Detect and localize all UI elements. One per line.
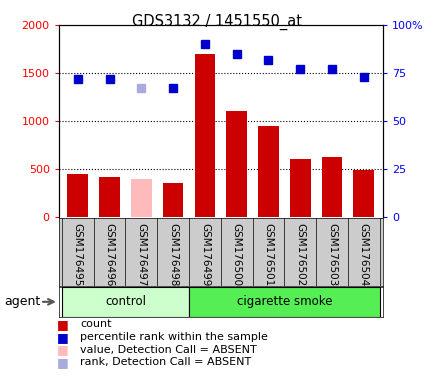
Text: cigarette smoke: cigarette smoke bbox=[236, 295, 331, 308]
Text: rank, Detection Call = ABSENT: rank, Detection Call = ABSENT bbox=[80, 358, 251, 367]
Bar bbox=[226, 111, 247, 217]
Text: ■: ■ bbox=[56, 356, 68, 369]
Bar bbox=[67, 174, 88, 217]
Bar bbox=[99, 177, 120, 217]
Bar bbox=[289, 159, 310, 217]
Text: control: control bbox=[105, 295, 146, 308]
Text: count: count bbox=[80, 319, 112, 329]
Text: GSM176504: GSM176504 bbox=[358, 223, 368, 286]
Text: GSM176500: GSM176500 bbox=[231, 223, 241, 286]
Text: GSM176502: GSM176502 bbox=[295, 223, 305, 286]
Bar bbox=[257, 126, 278, 217]
Text: value, Detection Call = ABSENT: value, Detection Call = ABSENT bbox=[80, 345, 256, 355]
Text: ■: ■ bbox=[56, 343, 68, 356]
Bar bbox=[162, 184, 183, 217]
Text: GSM176501: GSM176501 bbox=[263, 223, 273, 286]
Bar bbox=[62, 287, 188, 317]
Text: ■: ■ bbox=[56, 318, 68, 331]
Text: percentile rank within the sample: percentile rank within the sample bbox=[80, 332, 268, 342]
Bar bbox=[188, 287, 379, 317]
Text: GSM176499: GSM176499 bbox=[199, 223, 209, 286]
Bar bbox=[321, 157, 342, 217]
Text: GSM176503: GSM176503 bbox=[326, 223, 336, 286]
Text: GSM176498: GSM176498 bbox=[168, 223, 178, 286]
Bar bbox=[352, 170, 373, 217]
Bar bbox=[194, 54, 215, 217]
Text: GSM176496: GSM176496 bbox=[104, 223, 114, 286]
Text: GSM176497: GSM176497 bbox=[136, 223, 146, 286]
Bar bbox=[131, 179, 151, 217]
Text: agent: agent bbox=[4, 295, 40, 308]
Text: ■: ■ bbox=[56, 331, 68, 344]
Text: GSM176495: GSM176495 bbox=[72, 223, 82, 286]
Text: GDS3132 / 1451550_at: GDS3132 / 1451550_at bbox=[132, 13, 302, 30]
